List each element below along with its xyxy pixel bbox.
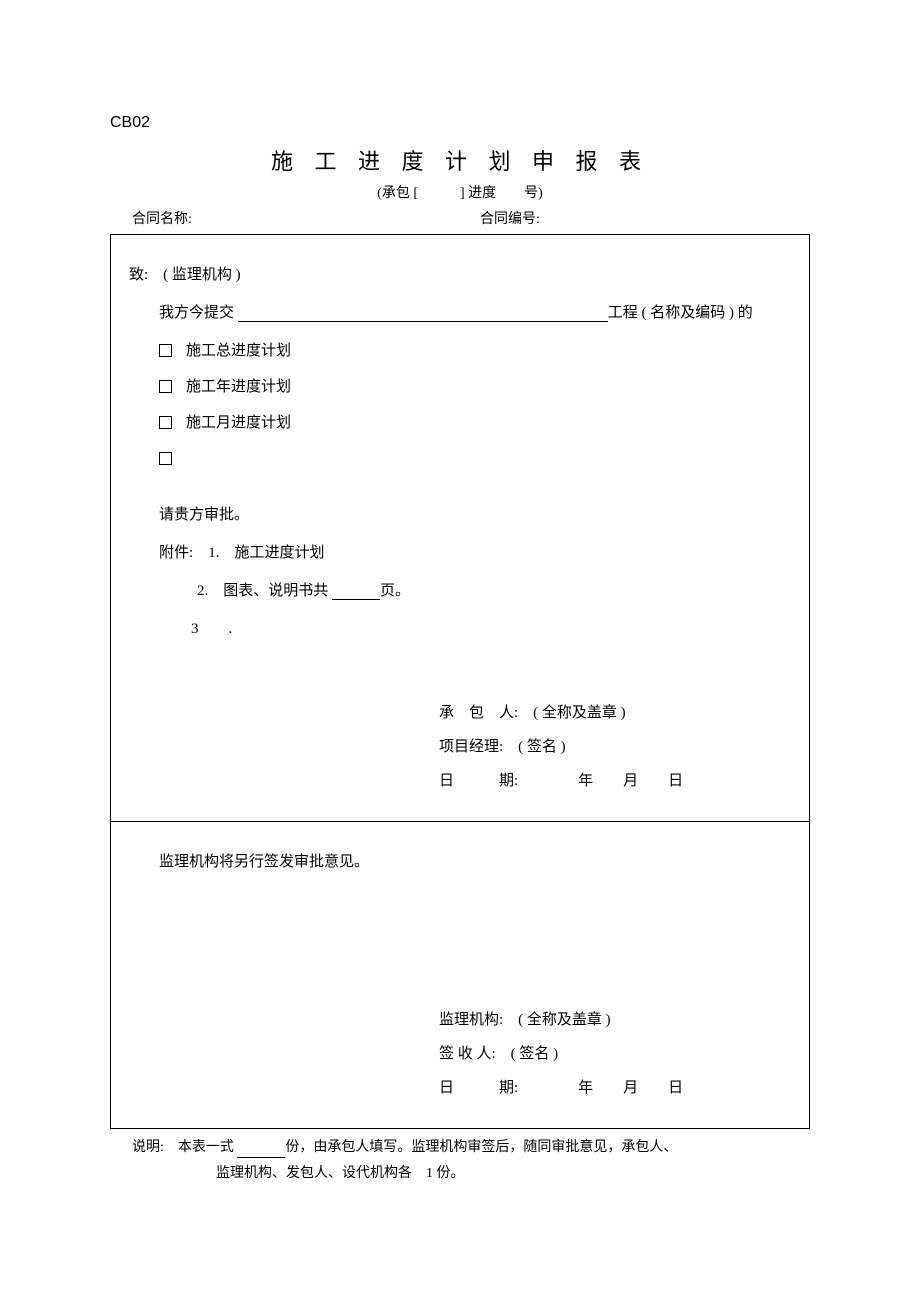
attachments-line: 附件: 1. 施工进度计划 [129,541,791,565]
supervisor-signature-block: 监理机构: ( 全称及盖章 ) 签 收 人: ( 签名 ) 日 期: 年 月 日 [129,1008,791,1100]
checkbox-row-3: 施工月进度计划 [129,411,791,435]
checkbox-icon[interactable] [159,380,172,393]
attach-label: 附件: [159,545,193,561]
checkbox-label: 施工总进度计划 [186,343,291,359]
footer-notes: 说明: 本表一式 份，由承包人填写。监理机构审签后，随同审批意见，承包人、 监理… [110,1129,810,1188]
sig-receiver: 签 收 人: ( 签名 ) [439,1042,791,1066]
approve-line: 请贵方审批。 [129,503,791,527]
checkbox-label: 施工年进度计划 [186,379,291,395]
sig-date-upper: 日 期: 年 月 日 [439,769,791,793]
to-line: 致: ( 监理机构 ) [129,263,791,287]
checkbox-icon[interactable] [159,344,172,357]
checkbox-icon[interactable] [159,452,172,465]
footer-1b: 份，由承包人填写。监理机构审签后，随同审批意见，承包人、 [285,1140,677,1155]
form-subtitle: (承包 [ ] 进度 号) [110,183,810,205]
submit-blank[interactable] [238,321,608,322]
sig-date-lower: 日 期: 年 月 日 [439,1076,791,1100]
checkbox-label: 施工月进度计划 [186,415,291,431]
supervisor-note: 监理机构将另行签发审批意见。 [129,850,791,874]
checkbox-row-2: 施工年进度计划 [129,375,791,399]
attach-item-3: 3 . [129,617,791,641]
checkbox-row-1: 施工总进度计划 [129,339,791,363]
header-row: 合同名称: 合同编号: [110,209,810,231]
attach-2b: 页。 [380,583,410,599]
attach-item-2: 2. 图表、说明书共 页。 [129,579,791,603]
footer-1a: 说明: 本表一式 [132,1140,237,1155]
upper-section: 致: ( 监理机构 ) 我方今提交 工程 ( 名称及编码 ) 的 施工总进度计划… [111,235,809,822]
submit-prefix: 我方今提交 [159,305,238,321]
footer-line-2: 监理机构、发包人、设代机构各 1 份。 [132,1161,788,1188]
contractor-signature-block: 承 包 人: ( 全称及盖章 ) 项目经理: ( 签名 ) 日 期: 年 月 日 [129,701,791,793]
copies-blank[interactable] [237,1157,285,1158]
contract-no-label: 合同编号: [440,209,788,231]
pages-blank[interactable] [332,599,380,600]
sig-pm: 项目经理: ( 签名 ) [439,735,791,759]
sig-contractor: 承 包 人: ( 全称及盖章 ) [439,701,791,725]
checkbox-icon[interactable] [159,416,172,429]
attach-item-1: 1. 施工进度计划 [208,545,324,561]
form-title: 施 工 进 度 计 划 申 报 表 [110,144,810,179]
lower-section: 监理机构将另行签发审批意见。 监理机构: ( 全称及盖章 ) 签 收 人: ( … [111,822,809,1128]
form-code: CB02 [110,110,810,136]
sig-org: 监理机构: ( 全称及盖章 ) [439,1008,791,1032]
submit-line: 我方今提交 工程 ( 名称及编码 ) 的 [129,301,791,325]
footer-line-1: 说明: 本表一式 份，由承包人填写。监理机构审签后，随同审批意见，承包人、 [132,1135,788,1162]
submit-suffix: 工程 ( 名称及编码 ) 的 [608,305,753,321]
attach-2a: 2. 图表、说明书共 [197,583,332,599]
contract-name-label: 合同名称: [132,209,440,231]
form-box: 致: ( 监理机构 ) 我方今提交 工程 ( 名称及编码 ) 的 施工总进度计划… [110,234,810,1129]
checkbox-row-4 [129,447,791,471]
